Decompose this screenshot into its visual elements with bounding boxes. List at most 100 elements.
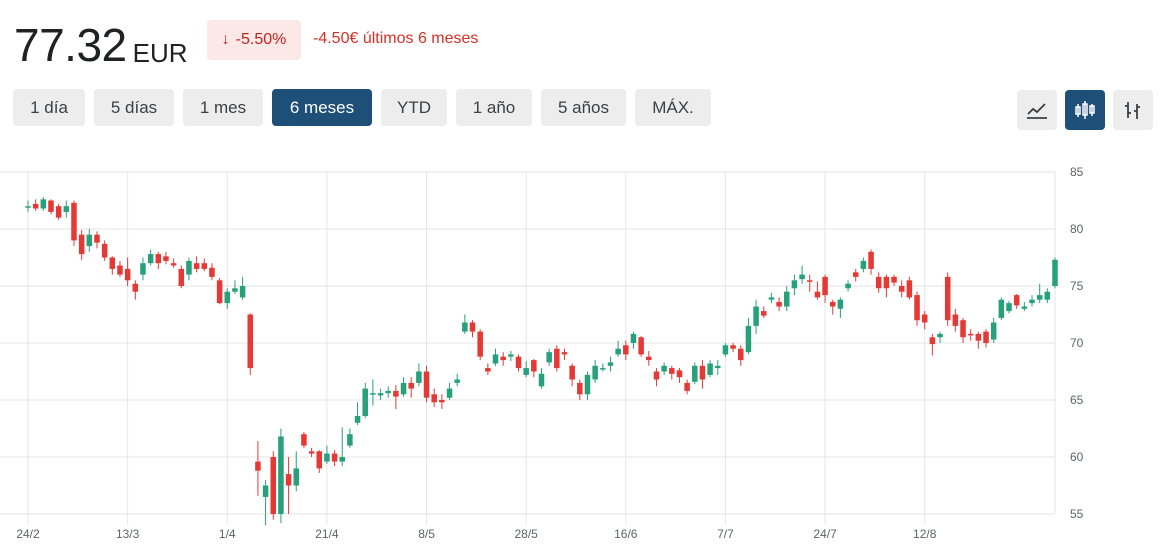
candle-body xyxy=(423,371,430,398)
candle-body xyxy=(845,283,851,289)
candle xyxy=(1013,293,1020,309)
change-percent-badge: ↓ -5.50% xyxy=(207,20,301,60)
candle-body xyxy=(523,368,529,375)
y-tick-label: 55 xyxy=(1070,507,1084,521)
price: 77.32 xyxy=(14,19,127,71)
candle-body xyxy=(209,267,215,277)
candle xyxy=(40,197,47,211)
candle-body xyxy=(623,345,629,355)
candle xyxy=(232,280,238,294)
candle xyxy=(515,354,522,372)
range-max-button[interactable]: MÁX. xyxy=(635,89,711,126)
candle xyxy=(554,345,560,372)
y-tick-label: 85 xyxy=(1070,165,1084,179)
candle-body xyxy=(531,360,537,372)
candle xyxy=(699,360,706,389)
candle-body xyxy=(232,288,238,292)
candle xyxy=(462,314,468,334)
candle-body xyxy=(500,356,506,361)
candle xyxy=(646,350,652,366)
candle xyxy=(852,268,859,282)
y-tick-label: 65 xyxy=(1070,393,1084,407)
candle xyxy=(868,249,874,275)
chart-type-selector xyxy=(1017,90,1153,130)
range-1y-button[interactable]: 1 año xyxy=(456,89,532,126)
candle-body xyxy=(439,400,445,403)
candle-body xyxy=(193,263,200,269)
x-tick-label: 24/2 xyxy=(16,527,40,541)
range-6m-button[interactable]: 6 meses xyxy=(272,89,372,126)
candle-body xyxy=(446,388,453,398)
candle-body xyxy=(293,468,300,486)
candle xyxy=(845,280,851,292)
y-tick-label: 70 xyxy=(1070,336,1084,350)
candle-body xyxy=(868,251,874,269)
candle xyxy=(423,365,430,403)
candle-body xyxy=(285,474,292,486)
candle-body xyxy=(738,348,744,361)
candle xyxy=(477,329,483,361)
candle xyxy=(400,377,407,397)
candle xyxy=(531,358,537,378)
range-ytd-button[interactable]: YTD xyxy=(381,89,447,126)
candle-body xyxy=(255,461,261,471)
candle xyxy=(262,479,269,526)
candle-body xyxy=(94,234,100,243)
candle-body xyxy=(883,276,890,289)
candle xyxy=(676,368,683,383)
candle xyxy=(1036,283,1043,304)
line-chart-button[interactable] xyxy=(1017,90,1057,130)
candle xyxy=(592,360,598,383)
candle xyxy=(71,200,77,247)
candle-body xyxy=(32,203,39,209)
candle xyxy=(331,450,338,467)
candle-body xyxy=(354,415,361,423)
candle-body xyxy=(661,365,667,372)
candle xyxy=(201,258,208,272)
candle-body xyxy=(730,345,736,349)
candle xyxy=(347,428,353,448)
candle xyxy=(78,230,85,260)
candle-body xyxy=(822,276,828,296)
candle-body xyxy=(262,485,269,497)
range-1m-button[interactable]: 1 mes xyxy=(183,89,263,126)
candle xyxy=(730,343,736,353)
candle-body xyxy=(837,299,844,309)
candle-body xyxy=(546,352,552,363)
range-5d-button[interactable]: 5 días xyxy=(94,89,174,126)
range-1d-button[interactable]: 1 día xyxy=(13,89,85,126)
candle-body xyxy=(592,365,598,380)
candle xyxy=(354,402,361,426)
candle xyxy=(285,457,292,514)
candle-body xyxy=(109,257,116,269)
candle-body xyxy=(653,371,660,380)
candle xyxy=(209,263,215,281)
candle xyxy=(416,363,422,387)
ohlc-chart-button[interactable] xyxy=(1113,90,1153,130)
candle xyxy=(508,350,514,362)
candlestick-chart-button[interactable] xyxy=(1065,90,1105,130)
candle-body xyxy=(370,393,376,395)
candle xyxy=(546,348,552,366)
candle-body xyxy=(308,451,315,454)
candle-body xyxy=(707,363,713,375)
arrow-down-icon: ↓ xyxy=(221,31,230,48)
candle xyxy=(492,348,499,366)
candle xyxy=(270,451,277,520)
x-tick-label: 8/5 xyxy=(418,527,435,541)
candle xyxy=(523,361,529,378)
candle xyxy=(983,329,989,348)
candle-body xyxy=(515,356,522,369)
candle-body xyxy=(247,314,254,369)
candle xyxy=(124,257,131,286)
candle xyxy=(308,447,315,457)
candle-body xyxy=(921,314,928,323)
range-5y-button[interactable]: 5 años xyxy=(541,89,626,126)
candle-body xyxy=(983,331,989,343)
candle xyxy=(914,291,920,326)
candle xyxy=(975,331,982,349)
candle xyxy=(753,299,759,334)
candle xyxy=(952,308,959,332)
candle-body xyxy=(952,314,959,326)
candle-body xyxy=(485,368,491,372)
